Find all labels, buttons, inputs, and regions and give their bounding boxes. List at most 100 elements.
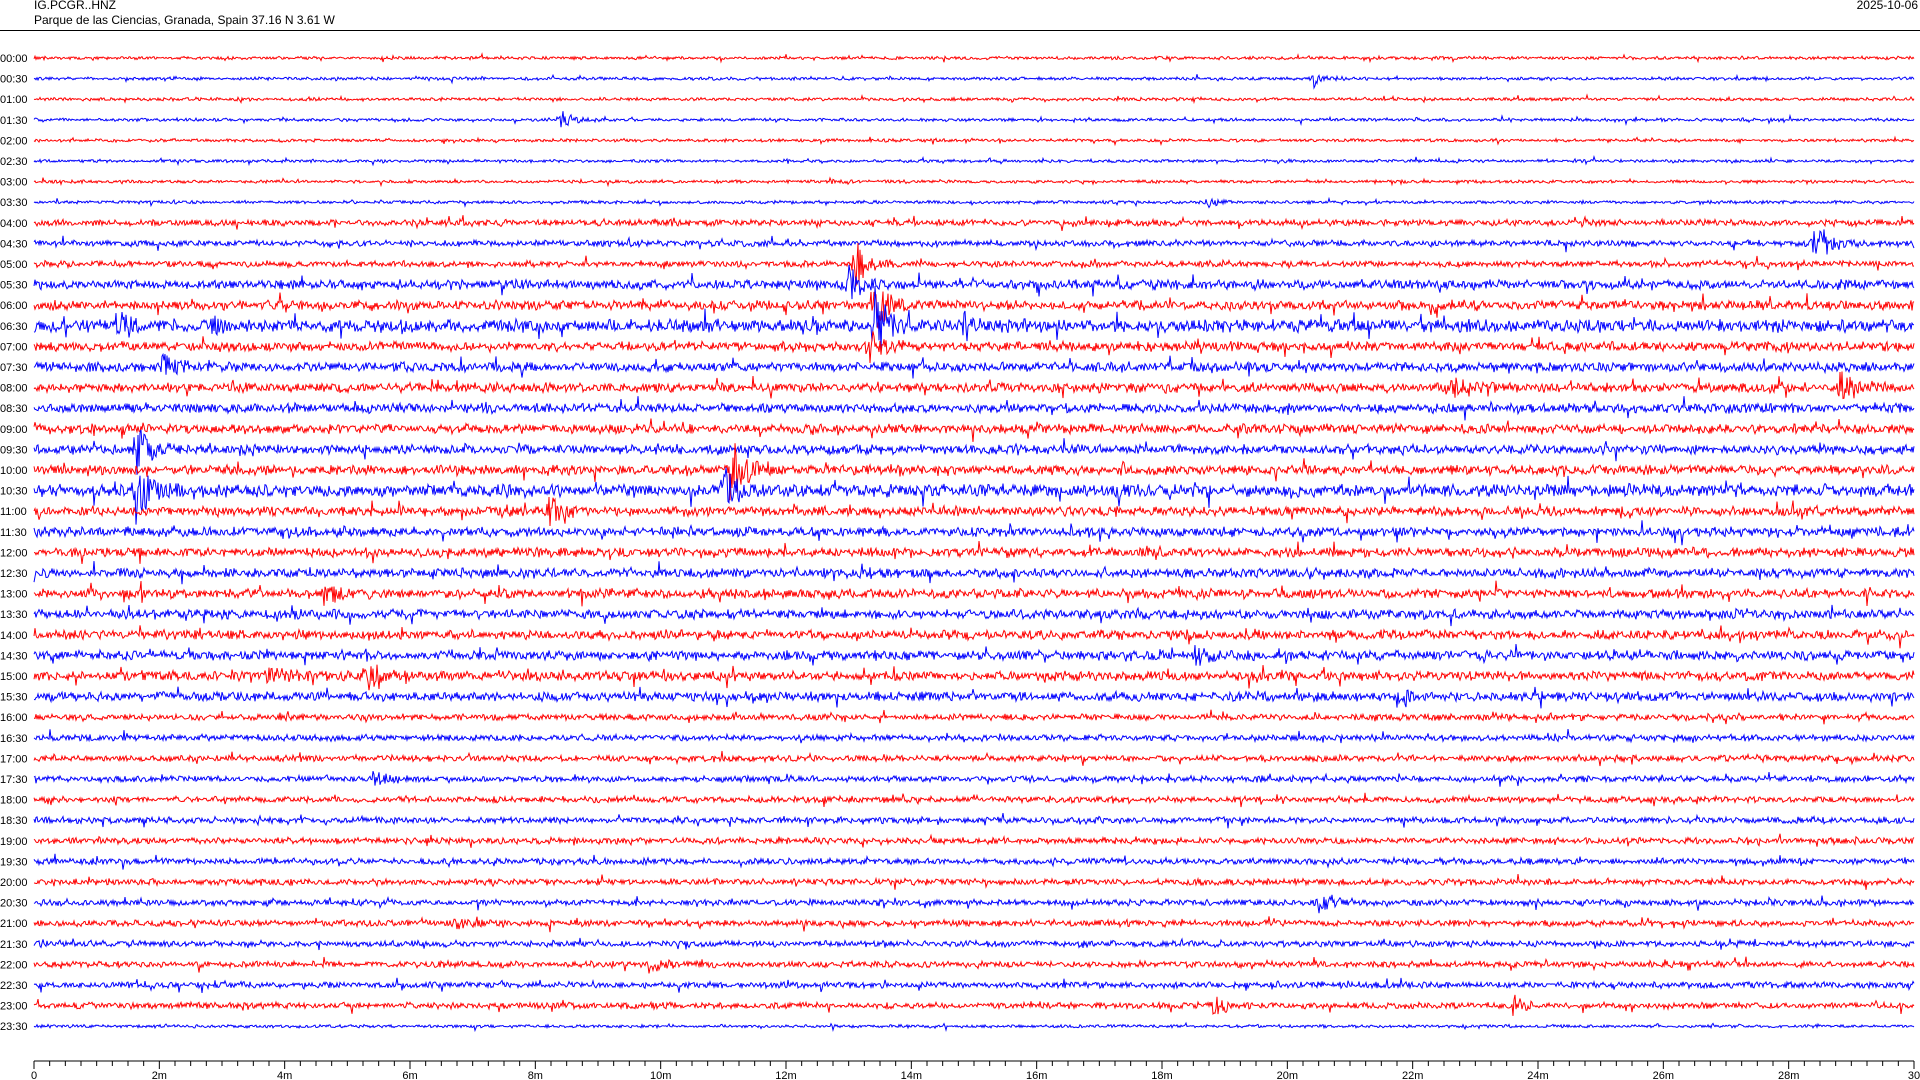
row-time-label: 08:30 [0, 403, 28, 415]
row-time-label: 12:30 [0, 568, 28, 580]
trace-row [33, 729, 1915, 744]
row-time-label: 16:00 [0, 712, 28, 724]
x-tick-label: 22m [1402, 1070, 1423, 1080]
x-tick-label: 6m [402, 1070, 417, 1080]
trace-row [33, 833, 1915, 848]
trace-row [33, 937, 1915, 951]
trace-row [33, 956, 1915, 974]
trace-row [33, 750, 1915, 767]
row-time-label: 19:30 [0, 856, 28, 868]
trace-row [33, 496, 1915, 527]
trace-row [33, 792, 1915, 808]
station-code: IG.PCGR..HNZ [34, 0, 117, 12]
row-time-label: 23:00 [0, 1001, 28, 1013]
x-tick-label: 0 [31, 1070, 37, 1080]
row-time-label: 23:30 [0, 1021, 28, 1033]
trace-row [33, 580, 1915, 607]
trace-row [33, 52, 1915, 64]
row-time-label: 05:30 [0, 280, 28, 292]
row-time-label: 08:00 [0, 383, 28, 395]
trace-row [33, 111, 1915, 128]
trace-row [33, 396, 1915, 421]
row-time-label: 04:00 [0, 218, 28, 230]
row-time-label: 09:30 [0, 444, 28, 456]
trace-row [33, 604, 1915, 627]
row-time-label: 05:00 [0, 259, 28, 271]
row-time-label: 10:00 [0, 465, 28, 477]
trace-row [33, 135, 1915, 147]
trace-row [33, 467, 1915, 525]
row-time-label: 17:30 [0, 774, 28, 786]
trace-row [33, 561, 1915, 585]
trace-row [33, 894, 1915, 914]
trace-row [33, 352, 1915, 379]
row-time-label: 22:00 [0, 959, 28, 971]
row-time-label: 18:30 [0, 815, 28, 827]
station-location: Parque de las Ciencias, Granada, Spain 3… [34, 13, 335, 27]
row-time-label: 06:30 [0, 321, 28, 333]
trace-row [33, 264, 1915, 300]
row-time-label: 15:30 [0, 692, 28, 704]
row-time-label: 20:30 [0, 898, 28, 910]
trace-row [33, 371, 1915, 400]
x-tick-label: 26m [1653, 1070, 1674, 1080]
row-time-label: 13:00 [0, 589, 28, 601]
row-time-label: 00:00 [0, 53, 28, 65]
trace-row [33, 853, 1915, 870]
trace-row [33, 73, 1915, 90]
trace-row [33, 709, 1915, 725]
row-time-label: 01:00 [0, 94, 28, 106]
row-time-label: 14:00 [0, 630, 28, 642]
trace-row [33, 977, 1915, 993]
trace-row [33, 813, 1915, 829]
row-time-label: 09:00 [0, 424, 28, 436]
row-time-label: 11:30 [0, 527, 27, 539]
x-tick-label: 18m [1151, 1070, 1172, 1080]
row-time-label: 21:30 [0, 939, 28, 951]
row-time-label: 18:00 [0, 795, 28, 807]
row-time-label: 22:30 [0, 980, 28, 992]
row-time-label: 02:30 [0, 156, 28, 168]
trace-row [33, 664, 1915, 691]
x-tick-label: 14m [901, 1070, 922, 1080]
row-time-label: 11:00 [0, 506, 27, 518]
x-tick-label: 12m [775, 1070, 796, 1080]
trace-row [33, 916, 1915, 933]
x-tick-label: 30 [1908, 1070, 1920, 1080]
trace-row [33, 643, 1915, 666]
trace-row [33, 771, 1915, 787]
row-time-label: 13:30 [0, 609, 28, 621]
trace-row [33, 291, 1915, 329]
row-time-label: 17:00 [0, 753, 28, 765]
trace-row [33, 429, 1915, 475]
trace-row [33, 93, 1915, 105]
row-time-label: 03:30 [0, 197, 28, 209]
trace-row [33, 418, 1915, 442]
x-tick-label: 28m [1778, 1070, 1799, 1080]
trace-row [33, 196, 1915, 209]
trace-row [33, 625, 1915, 649]
x-tick-label: 8m [528, 1070, 543, 1080]
x-tick-label: 16m [1026, 1070, 1047, 1080]
trace-row [33, 286, 1915, 352]
trace-row [33, 242, 1915, 287]
date-label: 2025-10-06 [1856, 0, 1918, 12]
row-time-label: 07:30 [0, 362, 28, 374]
trace-row [33, 229, 1915, 255]
row-time-label: 00:30 [0, 74, 28, 86]
row-time-label: 20:00 [0, 877, 28, 889]
trace-row [33, 215, 1915, 231]
x-tick-label: 24m [1527, 1070, 1548, 1080]
trace-row [33, 176, 1915, 188]
row-time-label: 14:30 [0, 650, 28, 662]
row-time-label: 10:30 [0, 486, 28, 498]
trace-row [33, 520, 1915, 546]
header-divider [0, 30, 1920, 31]
trace-row [33, 443, 1915, 501]
row-time-label: 02:00 [0, 135, 28, 147]
x-tick-label: 4m [277, 1070, 292, 1080]
row-time-label: 19:00 [0, 836, 28, 848]
row-time-label: 12:00 [0, 547, 28, 559]
row-time-label: 01:30 [0, 115, 28, 127]
